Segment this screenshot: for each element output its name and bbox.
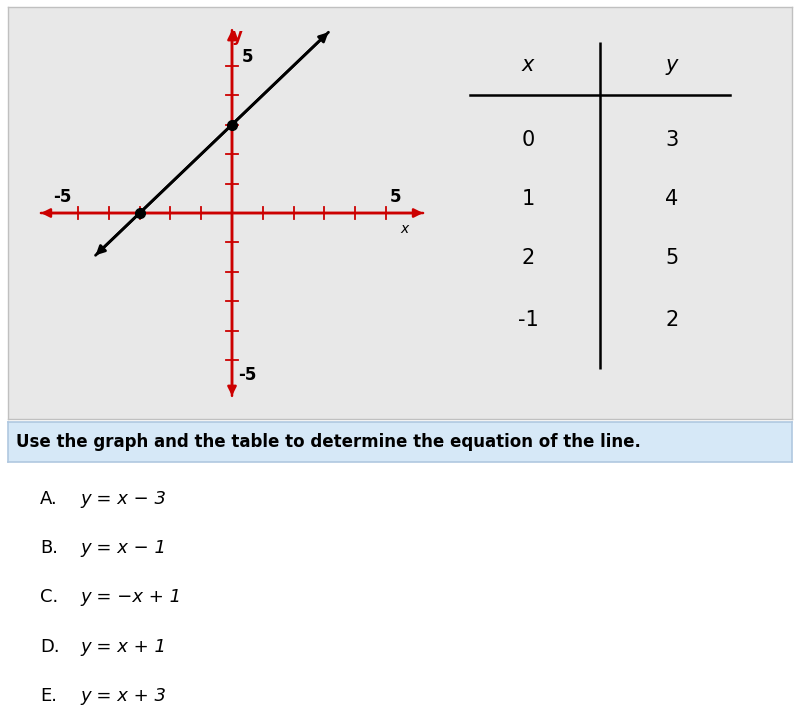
Text: y = −x + 1: y = −x + 1 — [80, 589, 181, 606]
Text: -1: -1 — [518, 310, 538, 330]
Text: 1: 1 — [522, 189, 534, 209]
Text: 3: 3 — [666, 130, 678, 150]
Text: -5: -5 — [238, 366, 257, 384]
Text: E.: E. — [40, 687, 57, 705]
Text: y = x − 1: y = x − 1 — [80, 539, 166, 557]
Text: D.: D. — [40, 638, 60, 656]
Text: Use the graph and the table to determine the equation of the line.: Use the graph and the table to determine… — [16, 433, 641, 451]
Text: y = x − 3: y = x − 3 — [80, 490, 166, 508]
Text: x: x — [522, 55, 534, 75]
Text: y = x + 3: y = x + 3 — [80, 687, 166, 705]
Text: 5: 5 — [666, 248, 678, 268]
Text: B.: B. — [40, 539, 58, 557]
Text: 0: 0 — [522, 130, 534, 150]
Text: C.: C. — [40, 589, 58, 606]
Text: 5: 5 — [390, 188, 401, 205]
Text: 2: 2 — [522, 248, 534, 268]
Text: y: y — [232, 27, 243, 45]
Text: 5: 5 — [242, 48, 253, 66]
Text: 2: 2 — [666, 310, 678, 330]
Text: A.: A. — [40, 490, 58, 508]
Text: x: x — [400, 222, 409, 236]
Text: -5: -5 — [54, 188, 72, 205]
Text: 4: 4 — [666, 189, 678, 209]
Text: y = x + 1: y = x + 1 — [80, 638, 166, 656]
Text: y: y — [666, 55, 678, 75]
